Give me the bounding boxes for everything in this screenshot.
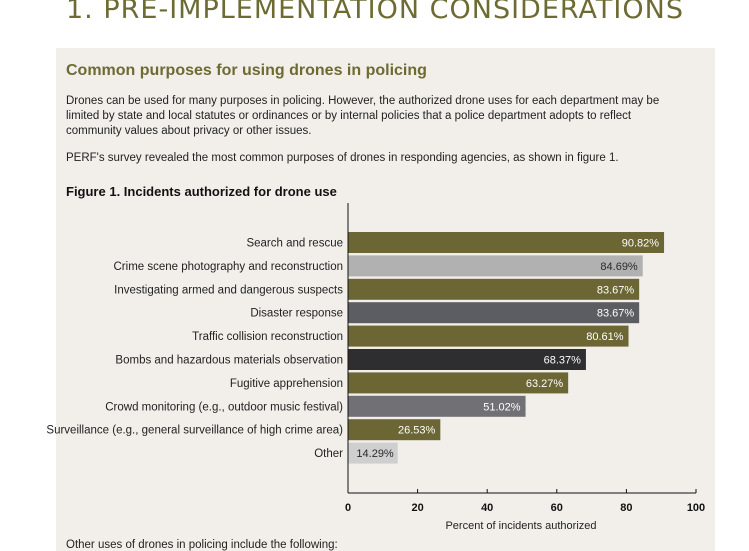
bar-4 (348, 325, 629, 347)
paragraph-survey: PERF's survey revealed the most common p… (66, 152, 619, 164)
value-label-8: 26.53% (398, 425, 436, 437)
value-label-9: 14.29% (356, 448, 394, 460)
bar-0 (348, 232, 665, 253)
category-label-1: Crime scene photography and reconstructi… (114, 261, 344, 273)
bar-9 (348, 442, 398, 464)
value-label-2: 83.67% (597, 284, 635, 296)
x-tick-label-3: 60 (551, 502, 563, 514)
value-label-6: 63.27% (526, 378, 564, 390)
category-label-6: Fugitive apprehension (230, 378, 343, 390)
value-label-5: 68.37% (544, 355, 582, 367)
bar-8 (348, 419, 441, 441)
x-axis-title: Percent of incidents authorized (445, 520, 596, 532)
bar-1 (348, 255, 643, 277)
x-tick-label-4: 80 (620, 502, 632, 514)
category-label-4: Traffic collision reconstruction (192, 331, 343, 343)
bar-7 (348, 395, 526, 417)
value-label-7: 51.02% (483, 401, 521, 413)
paragraph-intro: Drones can be used for many purposes in … (66, 95, 660, 137)
bar-5 (348, 349, 586, 370)
x-tick-label-1: 20 (411, 502, 423, 514)
x-tick-label-0: 0 (345, 502, 351, 514)
category-label-9: Other (314, 448, 343, 460)
bar-6 (348, 372, 569, 394)
sub-heading: Common purposes for using drones in poli… (66, 62, 427, 79)
value-label-1: 84.69% (600, 261, 638, 273)
value-label-4: 80.61% (586, 331, 624, 343)
category-label-3: Disaster response (250, 308, 343, 320)
x-tick-label-2: 40 (481, 502, 493, 514)
category-label-7: Crowd monitoring (e.g., outdoor music fe… (105, 401, 343, 413)
category-label-5: Bombs and hazardous materials observatio… (115, 355, 343, 367)
x-tick-label-5: 100 (687, 502, 705, 514)
footer-text: Other uses of drones in policing include… (66, 539, 338, 551)
figure-title: Figure 1. Incidents authorized for drone… (66, 184, 337, 199)
value-label-3: 83.67% (597, 308, 635, 320)
category-label-2: Investigating armed and dangerous suspec… (114, 284, 343, 296)
bar-2 (348, 278, 640, 300)
bar-3 (348, 302, 640, 324)
category-label-0: Search and rescue (246, 238, 343, 250)
section-heading: 1. PRE-IMPLEMENTATION CONSIDERATIONS (66, 0, 684, 25)
value-label-0: 90.82% (622, 238, 660, 250)
category-label-8: Surveillance (e.g., general surveillance… (46, 425, 343, 437)
